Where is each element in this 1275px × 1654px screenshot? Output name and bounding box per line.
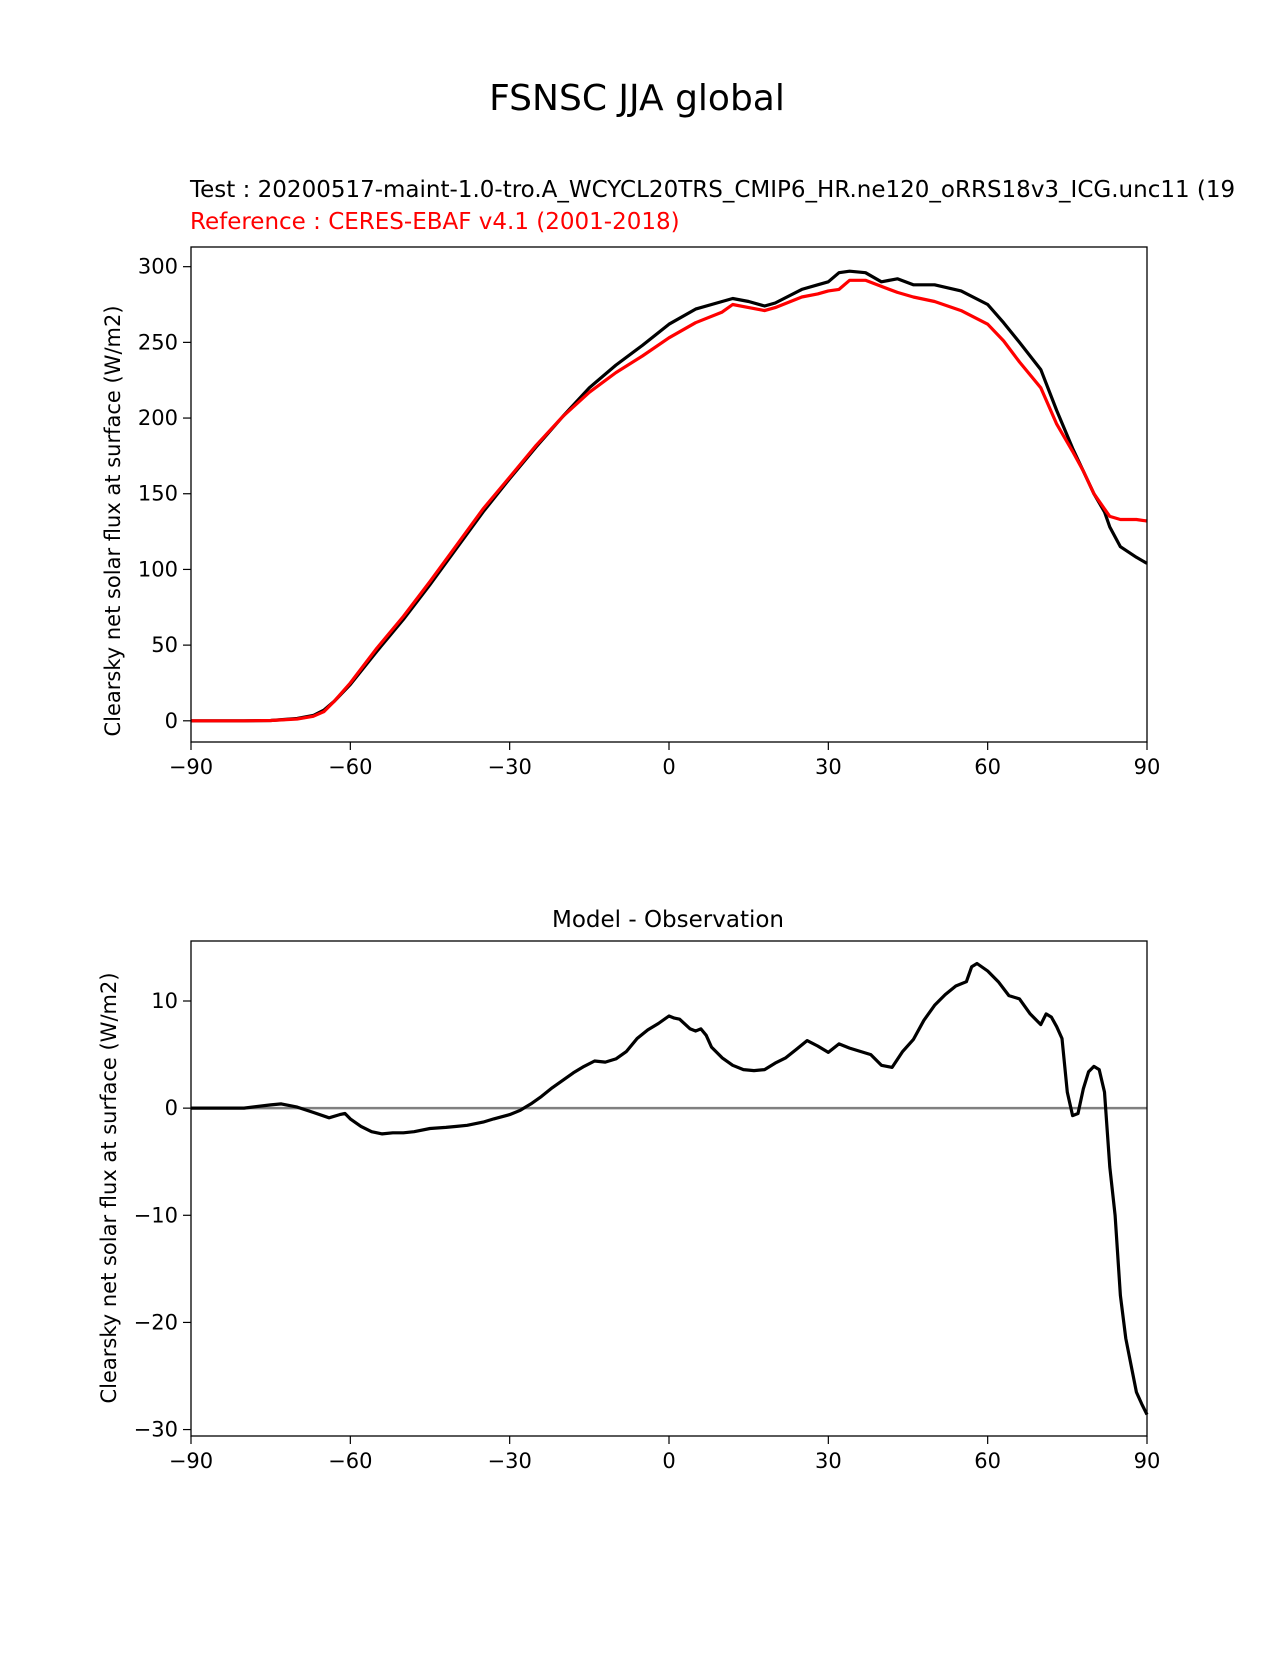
bottom-ticks: −90 −60 −30 0 30 60 90 −30 −20 −10 0 10 <box>134 989 1161 1473</box>
top-x-tick-label: 90 <box>1134 755 1161 779</box>
bottom-y-tick-label: 10 <box>151 989 178 1013</box>
bottom-lines <box>191 961 1149 1416</box>
bottom-plot-frame <box>190 940 1148 1437</box>
top-x-tick-label: 0 <box>662 755 675 779</box>
top-y-tick-label: 200 <box>138 406 178 430</box>
bottom-panel-title: Model - Observation <box>552 907 784 933</box>
bottom-x-tick-label: 0 <box>662 1449 675 1473</box>
top-x-tick-label: 30 <box>815 755 842 779</box>
top-reference-series-line <box>191 278 1148 723</box>
bottom-x-tick-label: 60 <box>974 1449 1001 1473</box>
test-label: Test : 20200517-maint-1.0-tro.A_WCYCL20T… <box>189 177 1235 203</box>
bottom-y-tick-label: 0 <box>165 1096 178 1120</box>
bottom-y-tick-label: −10 <box>134 1203 178 1227</box>
reference-label: Reference : CERES-EBAF v4.1 (2001-2018) <box>190 209 680 235</box>
top-y-tick-label: 50 <box>151 633 178 657</box>
top-plot-frame <box>190 246 1148 743</box>
bottom-x-tick-label: 90 <box>1134 1449 1161 1473</box>
bottom-x-tick-label: −30 <box>488 1449 532 1473</box>
bottom-y-axis-label: Clearsky net solar flux at surface (W/m2… <box>97 972 121 1403</box>
bottom-x-tick-label: −90 <box>169 1449 213 1473</box>
bottom-difference-series-line <box>191 961 1149 1416</box>
top-x-tick-label: −30 <box>488 755 532 779</box>
top-lines <box>191 269 1148 723</box>
top-y-tick-label: 100 <box>138 557 178 581</box>
bottom-panel: Model - Observation Clearsky net solar f… <box>97 907 1160 1473</box>
top-y-axis-label: Clearsky net solar flux at surface (W/m2… <box>101 305 125 736</box>
top-x-tick-label: −60 <box>328 755 372 779</box>
bottom-y-tick-label: −30 <box>134 1418 178 1442</box>
top-x-tick-label: −90 <box>169 755 213 779</box>
top-y-tick-label: 250 <box>138 330 178 354</box>
top-ticks: −90 −60 −30 0 30 60 90 0 50 100 150 200 250 300 <box>138 255 1160 779</box>
top-y-tick-label: 300 <box>138 255 178 279</box>
bottom-x-tick-label: −60 <box>328 1449 372 1473</box>
bottom-y-tick-label: −20 <box>134 1310 178 1334</box>
top-test-series-line <box>191 269 1148 723</box>
top-panel: Test : 20200517-maint-1.0-tro.A_WCYCL20T… <box>101 177 1235 779</box>
top-y-tick-label: 0 <box>165 709 178 733</box>
bottom-x-tick-label: 30 <box>815 1449 842 1473</box>
top-x-tick-label: 60 <box>974 755 1001 779</box>
figure-suptitle: FSNSC JJA global <box>489 78 785 119</box>
top-y-tick-label: 150 <box>138 482 178 506</box>
